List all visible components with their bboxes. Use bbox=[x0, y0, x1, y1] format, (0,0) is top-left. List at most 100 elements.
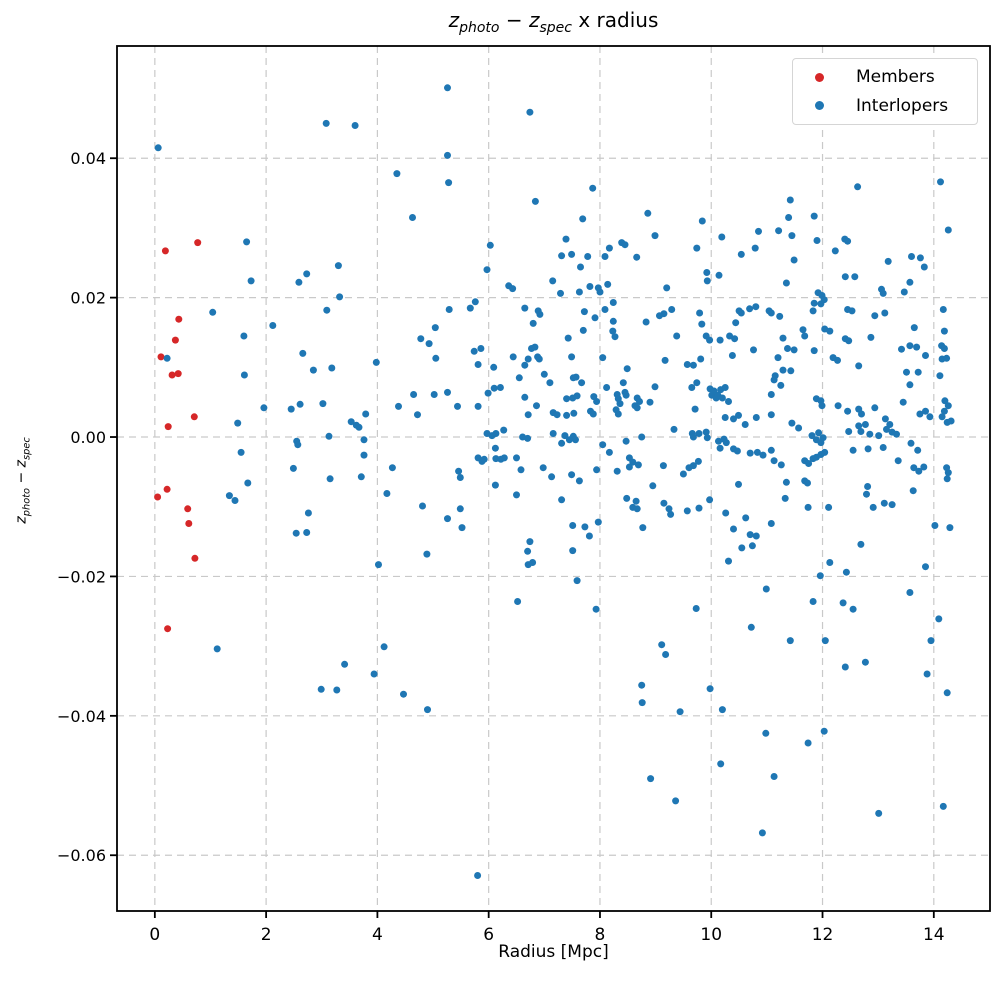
interloper-point bbox=[444, 388, 451, 396]
interloper-point bbox=[515, 374, 523, 382]
interloper-point bbox=[906, 381, 914, 389]
interloper-point bbox=[326, 475, 334, 483]
interloper-point bbox=[770, 773, 778, 780]
interloper-point bbox=[922, 407, 929, 415]
interloper-point bbox=[209, 308, 217, 316]
interloper-point bbox=[322, 119, 330, 127]
interloper-point bbox=[755, 227, 762, 235]
interloper-point bbox=[549, 430, 557, 437]
interloper-point bbox=[636, 398, 643, 405]
interloper-point bbox=[474, 872, 482, 879]
interloper-point bbox=[244, 479, 252, 487]
interloper-point bbox=[767, 309, 775, 317]
interloper-point bbox=[521, 361, 529, 369]
interloper-point bbox=[213, 645, 221, 653]
interloper-point bbox=[431, 324, 439, 332]
interloper-point bbox=[697, 355, 705, 363]
legend-item-interlopers: Interlopers bbox=[793, 96, 977, 116]
interloper-point bbox=[737, 309, 745, 317]
interloper-point bbox=[599, 441, 607, 449]
interloper-point bbox=[334, 262, 342, 270]
interloper-point bbox=[491, 481, 499, 489]
interloper-point bbox=[243, 238, 251, 246]
interloper-point bbox=[564, 334, 572, 342]
interloper-point bbox=[529, 319, 537, 327]
interloper-point bbox=[940, 407, 948, 415]
interlopers-marker-icon bbox=[815, 101, 824, 111]
interloper-point bbox=[351, 122, 359, 129]
interloper-point bbox=[698, 217, 706, 225]
interloper-point bbox=[742, 514, 750, 522]
interloper-point bbox=[444, 151, 451, 159]
interloper-point bbox=[644, 209, 652, 217]
interloper-point bbox=[372, 358, 380, 366]
interloper-point bbox=[558, 496, 566, 504]
interloper-point bbox=[770, 376, 778, 384]
interloper-point bbox=[888, 428, 896, 436]
interloper-point bbox=[231, 497, 239, 504]
interloper-point bbox=[730, 415, 737, 423]
interloper-point bbox=[844, 407, 852, 415]
interloper-point bbox=[883, 425, 890, 433]
interloper-point bbox=[752, 532, 760, 540]
interloper-point bbox=[355, 423, 363, 431]
interloper-point bbox=[899, 398, 907, 406]
interloper-point bbox=[931, 522, 939, 529]
interloper-point bbox=[753, 448, 761, 456]
interloper-point bbox=[646, 398, 654, 406]
interloper-point bbox=[430, 391, 438, 398]
interloper-point bbox=[294, 441, 302, 449]
interloper-point bbox=[834, 402, 842, 410]
interloper-point bbox=[767, 391, 775, 398]
interloper-point bbox=[703, 269, 711, 276]
interloper-point bbox=[759, 451, 767, 459]
interloper-point bbox=[575, 477, 583, 485]
interloper-point bbox=[347, 418, 355, 426]
interloper-point bbox=[341, 660, 349, 668]
interloper-point bbox=[703, 434, 711, 442]
interloper-point bbox=[722, 509, 730, 517]
interloper-point bbox=[548, 473, 556, 481]
interloper-point bbox=[500, 454, 508, 462]
interloper-point bbox=[647, 775, 655, 783]
interloper-point bbox=[923, 670, 931, 678]
chart-title: zphoto − zspec x radius bbox=[448, 8, 659, 36]
interloper-point bbox=[774, 354, 782, 362]
interloper-point bbox=[787, 367, 795, 375]
interloper-point bbox=[730, 525, 737, 533]
interloper-point bbox=[549, 277, 557, 285]
member-point bbox=[194, 239, 202, 247]
interloper-point bbox=[673, 332, 681, 340]
interloper-point bbox=[423, 550, 431, 558]
interloper-point bbox=[634, 461, 642, 469]
interloper-point bbox=[303, 270, 311, 278]
member-point bbox=[191, 554, 199, 562]
interloper-point bbox=[596, 288, 604, 296]
interloper-point bbox=[913, 343, 921, 351]
interloper-point bbox=[943, 689, 951, 697]
interloper-point bbox=[383, 490, 391, 497]
interloper-point bbox=[725, 398, 732, 405]
interloper-point bbox=[496, 384, 504, 391]
interloper-point bbox=[776, 312, 784, 320]
interloper-point bbox=[561, 432, 569, 440]
interloper-point bbox=[480, 455, 488, 463]
interloper-point bbox=[782, 478, 790, 486]
interloper-point bbox=[758, 829, 766, 837]
legend: Members Interlopers bbox=[792, 58, 978, 125]
interloper-point bbox=[558, 252, 566, 260]
interloper-point bbox=[380, 643, 388, 651]
interloper-point bbox=[915, 467, 923, 475]
member-point bbox=[154, 493, 162, 501]
interloper-point bbox=[841, 663, 849, 671]
interloper-point bbox=[679, 470, 687, 478]
interloper-point bbox=[689, 433, 697, 441]
interloper-point bbox=[858, 410, 865, 418]
interloper-point bbox=[477, 345, 485, 352]
interloper-point bbox=[875, 432, 883, 440]
interloper-point bbox=[786, 637, 794, 645]
interloper-point bbox=[703, 277, 711, 285]
interloper-point bbox=[683, 507, 691, 515]
interloper-point bbox=[903, 368, 910, 376]
interloper-point bbox=[514, 598, 522, 605]
